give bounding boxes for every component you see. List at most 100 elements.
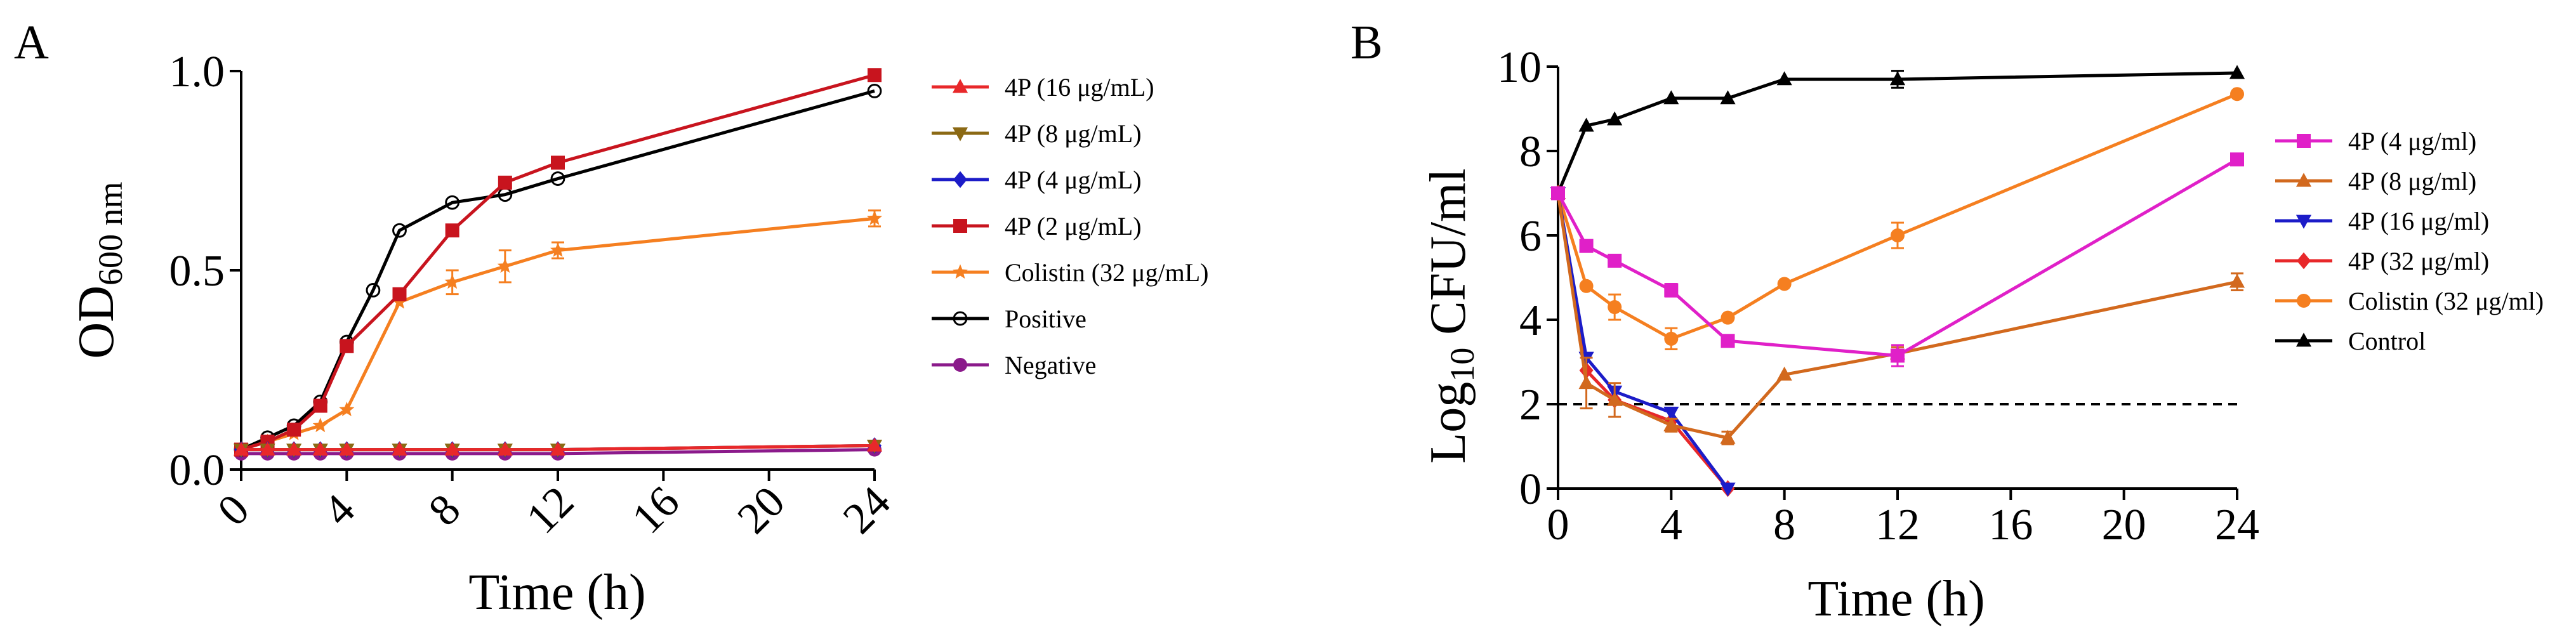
panel-b-data-point: [1891, 348, 1905, 363]
panel-b-legend-marker: [2297, 294, 2311, 308]
panel-a-letter: A: [14, 16, 49, 69]
panel-b-series-line: [1556, 158, 2238, 358]
panel-b-y-label-sub: 10: [1443, 348, 1481, 382]
panel-b-data-point: [1664, 283, 1679, 298]
panel-b-data-point: [1664, 331, 1679, 346]
panel-b-data-point: [1889, 71, 1906, 86]
panel-a-data-point: [445, 223, 459, 238]
panel-b-legend-marker: [2297, 252, 2311, 270]
panel-b-data-point: [1663, 417, 1679, 431]
panel-a-data-point: [312, 441, 328, 456]
panel-a-legend-marker: [953, 219, 967, 233]
panel-a-series-line: [240, 89, 875, 451]
panel-a-series-line: [241, 444, 875, 452]
panel-a-data-point: [550, 171, 565, 186]
panel-a-x-tick-label: 8: [419, 485, 470, 535]
panel-a-legend-label: 4P (2 μg/mL): [1005, 212, 1142, 240]
panel-b-y-tick-label: 6: [1519, 212, 1542, 261]
panel-b-data-point: [1663, 406, 1679, 421]
panel-b-y-tick-label: 10: [1497, 43, 1542, 92]
panel-a-y-axis-label: OD600 nm: [69, 181, 129, 358]
panel-a-data-point: [866, 437, 883, 452]
panel-b-data-point: [1720, 430, 1736, 444]
panel-b-data-point: [1891, 228, 1905, 242]
panel-b-x-tick-label: 20: [2102, 501, 2146, 549]
panel-a-data-point: [498, 175, 512, 190]
panel-a-data-point: [868, 68, 882, 82]
panel-b-legend-marker: [2295, 214, 2312, 229]
panel-a-series-line: [241, 216, 875, 451]
panel-b-data-point: [1721, 310, 1735, 325]
panel-b-y-label-main: Log: [1420, 382, 1476, 464]
panel-b-legend-label: Control: [2348, 327, 2426, 355]
panel-a-x-tick-label: 4: [314, 485, 364, 535]
panel-b-x-tick-label: 12: [1875, 501, 1920, 549]
panel-a-legend-marker: [953, 358, 967, 372]
panel-a-x-tick-label: 16: [623, 477, 689, 543]
panel-b-x-tick-label: 8: [1773, 501, 1795, 549]
panel-b-data-point: [1608, 253, 1622, 268]
panel-b-y-tick-label: 2: [1519, 381, 1542, 430]
panel-a-data-point: [287, 423, 301, 437]
panel-b-y-axis-label: Log10 CFU/ml: [1420, 168, 1481, 463]
panel-b-data-point: [1607, 391, 1623, 406]
panel-a-x-tick-label: 12: [517, 477, 583, 543]
panel-b-x-tick-label: 4: [1660, 501, 1682, 549]
panel-a-x-axis-label: Time (h): [468, 565, 645, 621]
panel-b-x-tick-label: 16: [1988, 501, 2033, 549]
panel-a-data-point: [445, 195, 460, 210]
panel-a-legend-marker: [952, 264, 968, 279]
panel-b-letter: B: [1351, 16, 1383, 69]
panel-b-legend-label: 4P (16 μg/ml): [2348, 207, 2489, 235]
panel-b-data-point: [1720, 90, 1736, 105]
panel-a-data-point: [339, 402, 355, 417]
panel-a-legend-label: 4P (16 μg/mL): [1005, 73, 1154, 102]
panel-b-data-point: [1551, 186, 1565, 200]
panel-b-y-tick-label: 4: [1519, 296, 1542, 345]
panel-b-legend-marker: [2297, 134, 2311, 148]
panel-a-legend: 4P (16 μg/mL) 4P (8 μg/mL) 4P (4 μg/mL) 4P …: [932, 73, 1208, 379]
panel-b-data-point: [1777, 277, 1792, 291]
panel-b-data-point: [1663, 90, 1679, 105]
panel-b-data-point: [1608, 300, 1622, 315]
panel-a-legend-marker: [953, 171, 967, 188]
panel-a-y-tick-label: 0.5: [169, 247, 225, 296]
panel-b-data-point: [1579, 279, 1594, 293]
panel-a-data-point: [392, 294, 407, 309]
panel-a-legend-marker: [953, 311, 968, 326]
panel-a-legend-label: Negative: [1005, 351, 1096, 379]
panel-a-legend-label: 4P (4 μg/mL): [1005, 166, 1142, 194]
panel-a-legend-marker: [952, 127, 968, 141]
panel-b-x-tick-label: 0: [1547, 501, 1569, 549]
panel-b-data-point: [1578, 375, 1594, 390]
panel-b-y-tick-label: 0: [1519, 465, 1542, 514]
panel-b-data-point: [2230, 87, 2244, 102]
panel-b-legend-label: 4P (32 μg/ml): [2348, 247, 2489, 275]
panel-b-legend: 4P (4 μg/ml) 4P (8 μg/ml) 4P (16 μg/ml) 4P …: [2275, 127, 2544, 355]
panel-b-data-point: [1720, 482, 1736, 497]
panel-a-data-point: [444, 441, 460, 456]
panel-a-plot: 0.0 0.5 1.0 0 4 8 12 16 20 24: [169, 48, 901, 543]
panel-b-x-axis-label: Time (h): [1807, 571, 1985, 627]
panel-a-data-point: [866, 210, 883, 225]
panel-b-data-point: [1776, 366, 1792, 381]
panel-a-data-point: [867, 84, 882, 98]
panel-a-data-point: [392, 287, 407, 301]
panel-b-legend-marker: [2295, 332, 2312, 347]
panel-b-data-point: [1776, 71, 1792, 86]
panel-b-data-point: [1579, 239, 1594, 253]
panel-b-legend-marker: [2295, 173, 2312, 187]
panel-a-data-point: [339, 441, 355, 456]
panel-a-data-point: [497, 441, 513, 456]
panel-a-series-line: [241, 448, 875, 456]
panel-b-y-tick-label: 8: [1519, 128, 1542, 176]
panel-b-data-point: [1578, 117, 1594, 132]
panel-a-data-point: [444, 274, 460, 289]
panel-a-y-label-main: OD: [69, 286, 124, 359]
panel-b-data-point: [1721, 334, 1735, 348]
panel-a-data-point: [551, 155, 565, 170]
panel-a-y-label-sub: 600 nm: [91, 181, 129, 286]
panel-a-data-point: [313, 398, 327, 413]
